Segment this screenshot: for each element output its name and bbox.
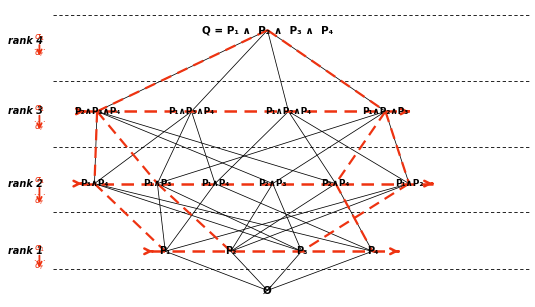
Text: Ø: Ø: [263, 286, 272, 295]
Text: $\sigma_f$: $\sigma_f$: [34, 261, 45, 272]
Text: Q = P₁ ∧  P₂ ∧  P₃ ∧  P₄: Q = P₁ ∧ P₂ ∧ P₃ ∧ P₄: [202, 25, 333, 35]
Text: rank 3: rank 3: [8, 107, 43, 116]
Text: P₂∧P₄: P₂∧P₄: [322, 179, 350, 188]
Text: P₄: P₄: [366, 246, 378, 256]
Text: $\cdot\cdot\cdot$: $\cdot\cdot\cdot$: [33, 115, 46, 124]
Text: $\sigma_f$: $\sigma_f$: [34, 49, 45, 60]
Text: rank 2: rank 2: [8, 179, 43, 188]
Text: P₁∧P₃: P₁∧P₃: [143, 179, 172, 188]
Text: $\cdot\cdot\cdot$: $\cdot\cdot\cdot$: [33, 254, 46, 263]
Text: $\sigma_1$: $\sigma_1$: [34, 243, 45, 254]
Text: $\cdot\cdot\cdot$: $\cdot\cdot\cdot$: [33, 188, 46, 197]
Text: rank 4: rank 4: [8, 36, 43, 46]
Text: P₃∧P₄: P₃∧P₄: [80, 179, 109, 188]
Text: P₁∧P₂: P₁∧P₂: [395, 179, 423, 188]
Text: $\sigma_f$: $\sigma_f$: [34, 196, 45, 207]
Text: P₂∧P₃∧P₄: P₂∧P₃∧P₄: [74, 107, 120, 116]
Text: rank 1: rank 1: [8, 246, 43, 256]
Text: $\sigma_1$: $\sigma_1$: [34, 175, 45, 186]
Text: $\sigma_1$: $\sigma_1$: [34, 103, 45, 114]
Text: P₁∧P₂∧P₄: P₁∧P₂∧P₄: [265, 107, 311, 116]
Text: $\cdot\cdot\cdot$: $\cdot\cdot\cdot$: [33, 43, 46, 52]
Text: $\sigma_1$: $\sigma_1$: [34, 33, 45, 43]
Text: P₁∧P₂∧P₃: P₁∧P₂∧P₃: [362, 107, 409, 116]
Text: $\sigma_f$: $\sigma_f$: [34, 123, 45, 133]
Text: P₁∧P₃∧P₄: P₁∧P₃∧P₄: [169, 107, 215, 116]
Text: P₃: P₃: [296, 246, 307, 256]
Text: P₂: P₂: [225, 246, 236, 256]
Text: P₁: P₁: [159, 246, 171, 256]
Text: P₁∧P₄: P₁∧P₄: [201, 179, 229, 188]
Text: P₂∧P₃: P₂∧P₃: [258, 179, 287, 188]
